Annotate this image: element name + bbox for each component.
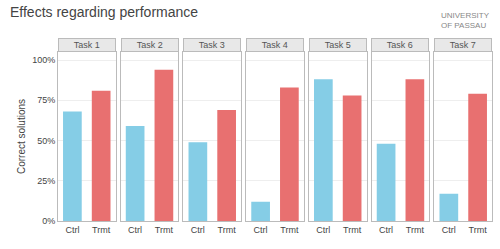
svg-text:Ctrl: Ctrl [316, 225, 330, 235]
svg-text:Correct solutions: Correct solutions [16, 99, 27, 174]
svg-text:Task 6: Task 6 [387, 40, 413, 50]
svg-text:Ctrl: Ctrl [442, 225, 456, 235]
svg-text:Task 2: Task 2 [137, 40, 163, 50]
svg-text:Trmt: Trmt [343, 225, 362, 235]
svg-text:Task 3: Task 3 [199, 40, 225, 50]
svg-text:0%: 0% [42, 216, 55, 226]
svg-text:Trmt: Trmt [92, 225, 111, 235]
svg-text:100%: 100% [32, 55, 55, 65]
svg-text:Trmt: Trmt [218, 225, 237, 235]
svg-text:Trmt: Trmt [406, 225, 425, 235]
svg-text:Trmt: Trmt [469, 225, 488, 235]
svg-text:Trmt: Trmt [280, 225, 299, 235]
svg-text:Ctrl: Ctrl [128, 225, 142, 235]
svg-text:50%: 50% [37, 136, 55, 146]
svg-text:75%: 75% [37, 95, 55, 105]
svg-text:Ctrl: Ctrl [379, 225, 393, 235]
svg-text:Effects regarding performance: Effects regarding performance [10, 4, 198, 20]
svg-text:Ctrl: Ctrl [65, 225, 79, 235]
svg-text:Task 7: Task 7 [450, 40, 476, 50]
svg-text:25%: 25% [37, 176, 55, 186]
svg-text:UNIVERSITYOF PASSAU: UNIVERSITYOF PASSAU [441, 11, 490, 30]
svg-text:Task 5: Task 5 [325, 40, 351, 50]
svg-text:Task 4: Task 4 [262, 40, 288, 50]
svg-text:Ctrl: Ctrl [191, 225, 205, 235]
svg-text:Trmt: Trmt [155, 225, 174, 235]
svg-text:Task 1: Task 1 [74, 40, 100, 50]
svg-text:Ctrl: Ctrl [254, 225, 268, 235]
